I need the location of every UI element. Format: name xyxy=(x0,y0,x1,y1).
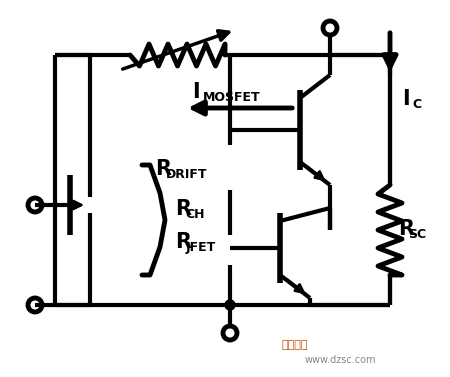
Text: MOSFET: MOSFET xyxy=(202,91,260,104)
Text: R: R xyxy=(175,199,191,219)
Text: I: I xyxy=(192,82,200,102)
Text: R: R xyxy=(398,219,414,239)
Text: SC: SC xyxy=(409,228,427,241)
Text: 维库一下: 维库一下 xyxy=(282,340,308,350)
Text: I: I xyxy=(402,89,410,109)
Text: C: C xyxy=(413,98,422,111)
Text: CH: CH xyxy=(185,208,205,221)
Text: R: R xyxy=(155,159,171,179)
Circle shape xyxy=(225,300,235,310)
Text: R: R xyxy=(175,232,191,252)
Text: www.dzsc.com: www.dzsc.com xyxy=(304,355,376,365)
Text: DRIFT: DRIFT xyxy=(166,168,207,181)
Text: JFET: JFET xyxy=(185,241,216,254)
